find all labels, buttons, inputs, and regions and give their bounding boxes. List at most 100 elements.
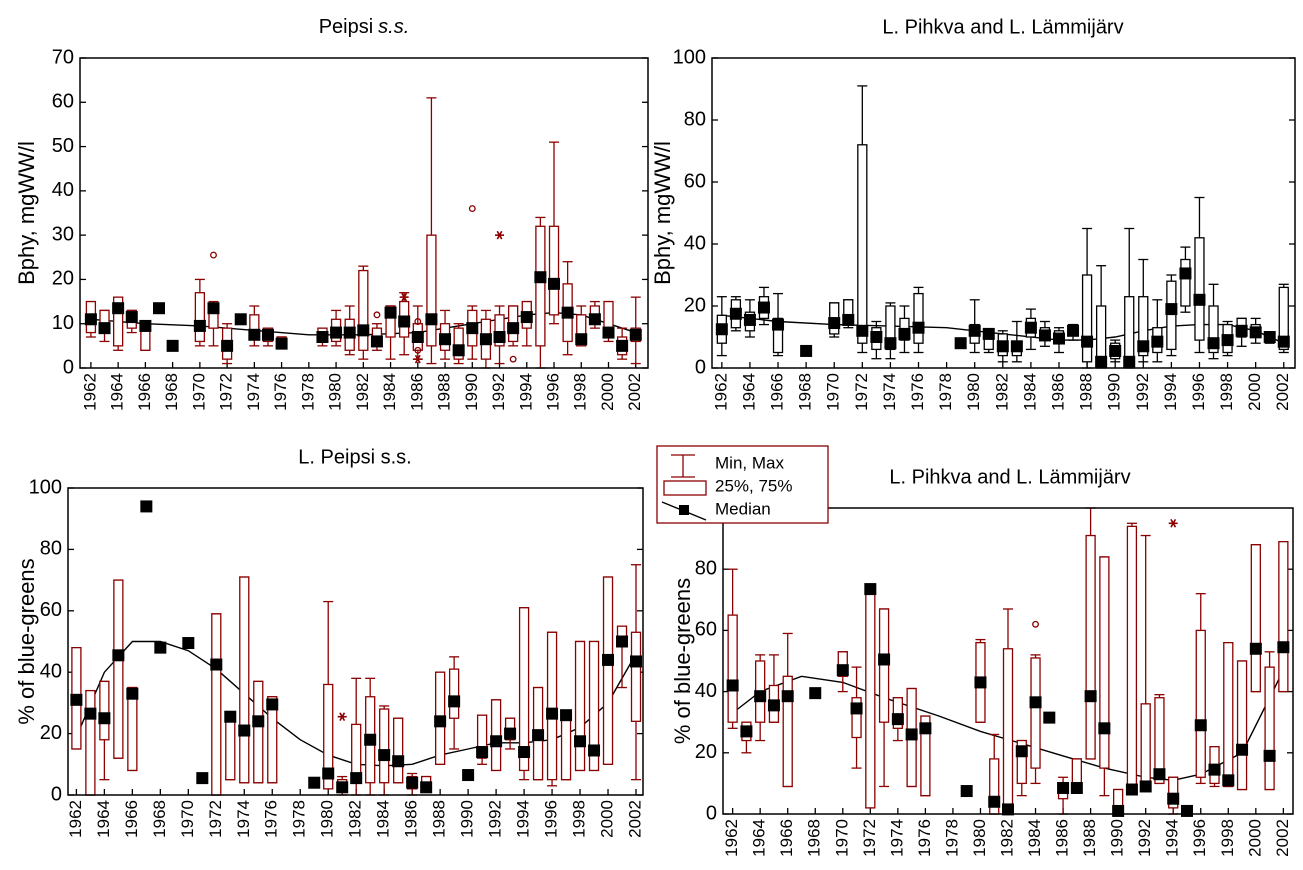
median-marker	[357, 324, 370, 337]
outlier-circle	[414, 346, 422, 354]
outlier-circle	[1032, 620, 1039, 628]
box	[448, 668, 460, 719]
y-axis-label: Bphy, mgWW/l	[650, 141, 675, 285]
outlier-star	[337, 712, 347, 722]
median-marker	[781, 690, 794, 703]
box	[1278, 541, 1289, 693]
x-tick-label: 1966	[122, 800, 141, 838]
x-tick-label: 1990	[458, 800, 477, 838]
outlier-circle	[373, 311, 381, 319]
median-marker	[140, 500, 153, 513]
x-tick-label: 1980	[970, 819, 989, 857]
median-marker	[996, 340, 1009, 353]
median-marker	[336, 781, 349, 794]
box	[393, 717, 404, 784]
panel-title: L. Pihkva and L. Lämmijärv	[889, 466, 1130, 488]
median-marker	[234, 313, 247, 326]
legend-label: Min, Max	[715, 453, 784, 472]
legend-label: 25%, 75%	[715, 476, 793, 495]
median-marker	[884, 337, 897, 350]
median-marker	[439, 333, 452, 346]
median-marker	[411, 331, 424, 343]
box	[630, 631, 642, 722]
median-marker	[507, 322, 520, 335]
box	[574, 640, 586, 772]
box	[1194, 237, 1205, 341]
x-tick-label: 1986	[1053, 819, 1072, 857]
panel-title-text: Peipsi	[319, 16, 373, 38]
box	[85, 689, 96, 796]
box	[865, 583, 876, 809]
median-marker	[126, 687, 139, 700]
box	[99, 680, 110, 741]
box	[494, 314, 505, 347]
box	[920, 715, 931, 797]
median-marker	[392, 755, 405, 768]
x-tick-label: 1980	[318, 800, 337, 838]
x-tick-label: 1998	[1217, 373, 1236, 411]
box	[1138, 296, 1149, 357]
median-marker	[316, 331, 329, 343]
y-tick-label: 70	[52, 46, 74, 68]
x-tick-label: 1964	[739, 373, 758, 411]
y-tick-label: 60	[684, 170, 706, 192]
median-marker	[588, 744, 601, 757]
box	[1085, 534, 1096, 760]
y-tick-label: 20	[40, 722, 62, 744]
median-marker	[905, 728, 918, 741]
median-marker	[84, 313, 97, 326]
x-tick-label: 1990	[1105, 373, 1124, 411]
x-tick-label: 1986	[402, 800, 421, 838]
median-marker	[1165, 303, 1178, 316]
x-tick-label: 1962	[711, 373, 730, 411]
median-marker	[828, 317, 841, 330]
median-marker	[630, 655, 643, 668]
median-marker	[1057, 781, 1070, 794]
median-marker	[1043, 711, 1056, 724]
median-marker	[182, 637, 195, 650]
outlier-star	[495, 230, 505, 240]
median-marker	[1207, 337, 1220, 350]
y-tick-label: 20	[695, 741, 717, 763]
median-marker	[1221, 334, 1234, 347]
box	[560, 714, 572, 781]
median-marker	[1193, 293, 1206, 306]
box	[358, 269, 369, 351]
median-marker	[726, 679, 739, 692]
median-marker	[982, 327, 995, 340]
median-marker	[504, 727, 517, 740]
median-marker	[1137, 340, 1150, 353]
median-marker	[954, 337, 967, 350]
median-marker	[493, 331, 506, 343]
median-marker	[588, 313, 601, 326]
median-marker	[1024, 321, 1037, 334]
plot-frame	[79, 57, 649, 369]
x-tick-label: 1974	[234, 800, 253, 838]
median-marker	[154, 641, 167, 654]
median-marker	[139, 319, 152, 332]
x-tick-label: 1980	[964, 373, 983, 411]
median-marker	[574, 735, 587, 748]
median-marker	[1038, 329, 1051, 342]
box	[239, 576, 250, 784]
median-marker	[518, 746, 531, 759]
x-tick-label: 1962	[722, 819, 741, 857]
x-tick-label: 1982	[997, 819, 1016, 857]
median-marker	[891, 713, 904, 726]
median-marker	[490, 735, 503, 748]
median-marker	[479, 333, 492, 346]
median-marker	[809, 687, 822, 700]
plot-frame	[722, 507, 1294, 815]
box	[1168, 776, 1179, 809]
x-tick-label: 1978	[290, 800, 309, 838]
x-tick-label: 1978	[936, 373, 955, 411]
x-tick-label: 1996	[542, 800, 561, 838]
median-marker	[252, 715, 265, 728]
median-marker	[84, 707, 97, 720]
outlier-star-stroke	[339, 712, 346, 722]
median-marker	[729, 307, 742, 320]
outlier-star-stroke	[1170, 519, 1177, 528]
median-marker	[1151, 335, 1164, 348]
x-tick-label: 1970	[832, 819, 851, 857]
